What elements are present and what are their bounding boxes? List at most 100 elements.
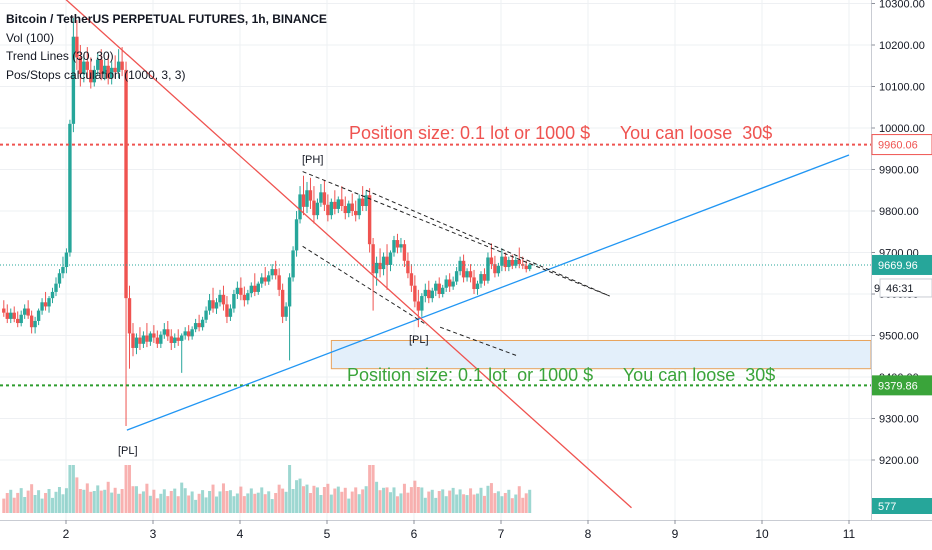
candle-body <box>427 289 431 299</box>
volume-bar <box>89 491 93 513</box>
candle-body <box>454 271 459 282</box>
volume-bar <box>204 497 208 513</box>
trend-lines[interactable] <box>63 0 850 509</box>
candle-body <box>176 337 180 341</box>
volume-bar <box>180 482 184 513</box>
volume-bar <box>71 465 75 513</box>
volume-bar <box>124 465 128 513</box>
volume-bar <box>68 465 72 513</box>
candle-body <box>319 192 323 203</box>
volume-bar <box>406 492 410 513</box>
candle-body <box>451 281 455 287</box>
volume-bar <box>357 494 361 513</box>
volume-bar <box>347 498 351 513</box>
candle-body <box>367 195 372 245</box>
time-tick-label: 6 <box>411 527 418 541</box>
candle-body <box>354 211 358 216</box>
candle-body <box>169 336 173 343</box>
price-tick-label: 10100.00 <box>879 82 925 94</box>
volume-bar <box>295 480 299 513</box>
candle-body <box>475 283 480 290</box>
candle-body <box>92 69 96 83</box>
volume-bar <box>134 486 138 513</box>
volume-bar <box>402 483 406 513</box>
volume-bar <box>503 493 507 513</box>
candle-body <box>43 302 48 307</box>
lower-price-tag-text: 9379.86 <box>878 380 918 392</box>
volume-bar <box>75 477 79 513</box>
current-price-tag: 9669.96 <box>872 254 932 275</box>
price-tick-label: 10000.00 <box>879 123 925 135</box>
candle-body <box>360 198 365 207</box>
candle-body <box>273 269 278 276</box>
candle-body <box>263 277 267 282</box>
volume-bar <box>256 492 260 513</box>
volume-bar <box>479 487 483 513</box>
candle-body <box>305 190 309 207</box>
volume-bar <box>30 484 34 513</box>
indicator-volume[interactable]: Vol (100) <box>6 30 55 45</box>
candle-body <box>16 318 20 324</box>
volume-bar <box>514 494 518 513</box>
volume-bar <box>190 491 194 513</box>
candle-body <box>434 283 438 291</box>
indicator-pos-stops[interactable]: Pos/Stops calculation (1000, 3, 3) <box>6 67 186 82</box>
volume-bar <box>141 491 145 513</box>
candle-body <box>517 259 521 265</box>
position-zone <box>330 339 872 370</box>
volume-bar <box>215 496 219 513</box>
candle-body <box>180 335 184 341</box>
price-tick-label: 9200.00 <box>879 455 919 467</box>
candle-body <box>301 194 306 207</box>
volume-bar <box>131 486 135 513</box>
chart-legend: Bitcoin / TetherUS PERPETUAL FUTURES, 1h… <box>6 10 327 84</box>
volume-bar <box>40 498 44 513</box>
volume-bar <box>524 493 528 513</box>
volume-bar <box>232 496 236 513</box>
candle-body <box>214 302 219 309</box>
volume-bar <box>302 486 306 513</box>
candle-body <box>416 301 421 311</box>
indicator-trend-lines[interactable]: Trend Lines (30, 30) <box>6 49 114 63</box>
candle-body <box>249 285 254 294</box>
volume-bar <box>469 488 473 513</box>
candle-body <box>155 337 160 344</box>
candle-body <box>33 320 37 328</box>
candle-body <box>528 264 532 270</box>
volume-bar <box>110 492 114 513</box>
volume-bar <box>152 489 156 513</box>
volume-bar <box>201 490 205 513</box>
candle-body <box>96 59 100 70</box>
volume-bar <box>444 496 448 513</box>
candle-body <box>392 240 396 253</box>
candle-body <box>423 289 428 297</box>
candle-body <box>68 123 72 253</box>
candle-body <box>54 283 58 292</box>
pivot-high-label: [PH] <box>302 154 323 166</box>
volume-bar <box>510 498 514 513</box>
volume-bar <box>274 493 278 513</box>
candle-body <box>22 308 27 315</box>
candle-body <box>103 65 107 75</box>
volume-bar <box>85 483 89 513</box>
candle-body <box>458 260 462 272</box>
volume-bar <box>489 483 493 513</box>
volume-bar <box>82 489 86 513</box>
symbol-title[interactable]: Bitcoin / TetherUS PERPETUAL FUTURES, 1h… <box>6 12 327 26</box>
volume-bars <box>2 465 532 513</box>
candle-body <box>85 61 90 70</box>
time-axis[interactable]: 2 3 4 5 6 7 8 9 10 11 <box>0 520 932 550</box>
volume-bar <box>61 494 65 513</box>
candle-body <box>218 294 222 303</box>
candle-body <box>378 262 382 270</box>
candle-body <box>395 240 400 248</box>
candle-body <box>441 287 445 294</box>
volume-bar <box>78 489 82 513</box>
candle-body <box>162 329 167 335</box>
volume-bar <box>176 496 180 513</box>
price-axis[interactable]: 9200.009300.009400.009500.009600.009700.… <box>871 0 932 550</box>
candlesticks <box>2 18 532 426</box>
top-position-text: Position size: 0.1 lot or 1000 $ You can… <box>349 123 772 143</box>
candle-body <box>235 287 240 294</box>
